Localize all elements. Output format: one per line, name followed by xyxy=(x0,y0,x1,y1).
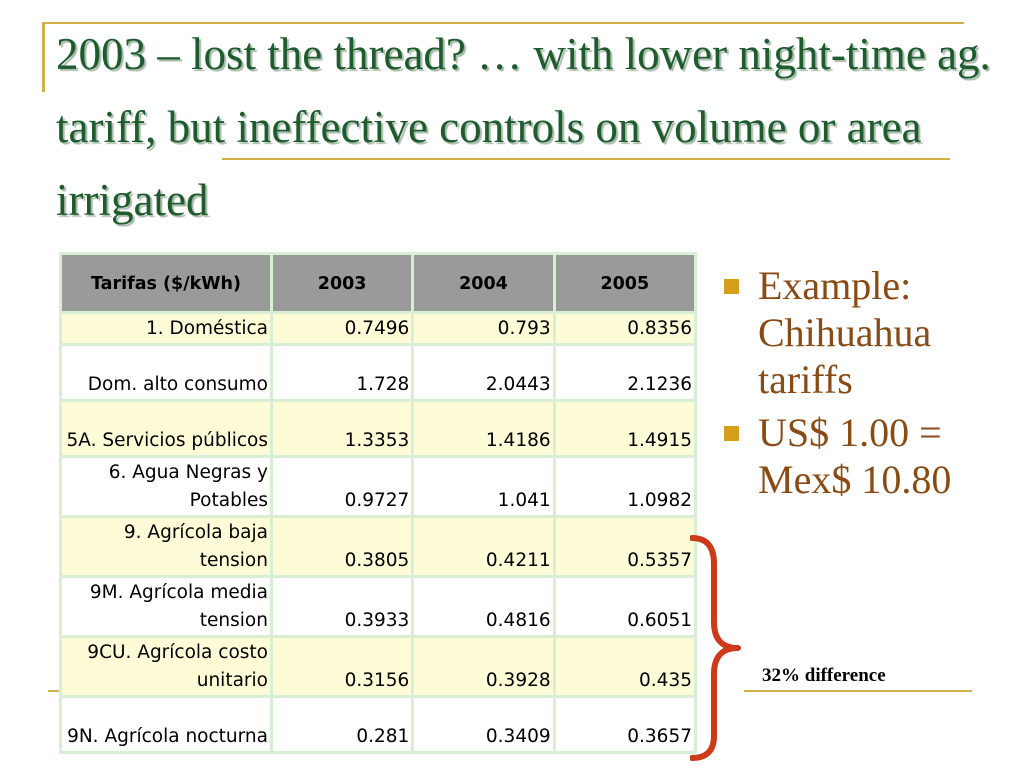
table-row: 9M. Agrícola media tension 0.3933 0.4816… xyxy=(59,575,698,638)
footer-rule-right xyxy=(744,690,972,692)
row-label: 5A. Servicios públicos xyxy=(59,399,273,458)
bullet-list: Example: Chihuahua tariffs US$ 1.00 = Me… xyxy=(722,262,1012,509)
slide-title: 2003 – lost the thread? … with lower nig… xyxy=(56,29,991,225)
value-2005: 0.5357 xyxy=(552,515,698,578)
value-2004: 0.4816 xyxy=(411,575,556,638)
value-2003: 0.3933 xyxy=(269,575,415,638)
value-2005: 0.8356 xyxy=(552,311,698,346)
header-2005: 2005 xyxy=(552,252,698,314)
difference-note: 32% difference xyxy=(762,665,886,686)
value-2005: 0.3657 xyxy=(552,695,698,754)
value-2004: 2.0443 xyxy=(411,343,556,402)
square-bullet-icon xyxy=(724,279,739,294)
row-label: 6. Agua Negras y Potables xyxy=(59,455,273,518)
row-label: 9CU. Agrícola costo unitario xyxy=(59,635,273,698)
value-2005: 1.4915 xyxy=(552,399,698,458)
value-2003: 0.3805 xyxy=(269,515,415,578)
value-2003: 0.7496 xyxy=(269,311,415,346)
table-header-row: Tarifas ($/kWh) 2003 2004 2005 xyxy=(59,252,698,314)
table-row: 9N. Agrícola nocturna 0.281 0.3409 0.365… xyxy=(59,695,698,754)
value-2005: 0.435 xyxy=(552,635,698,698)
row-label: Dom. alto consumo xyxy=(59,343,273,402)
header-2004: 2004 xyxy=(411,252,556,314)
header-tarifas: Tarifas ($/kWh) xyxy=(59,252,273,314)
title-top-rule xyxy=(42,22,964,24)
bullet-item: Example: Chihuahua tariffs xyxy=(722,262,1012,403)
square-bullet-icon xyxy=(724,426,739,441)
table-row: Dom. alto consumo 1.728 2.0443 2.1236 xyxy=(59,343,698,402)
value-2003: 0.281 xyxy=(269,695,415,754)
row-label: 9N. Agrícola nocturna xyxy=(59,695,273,754)
header-2003: 2003 xyxy=(269,252,415,314)
value-2003: 1.3353 xyxy=(269,399,415,458)
row-label: 9. Agrícola baja tension xyxy=(59,515,273,578)
curly-brace-icon xyxy=(690,535,741,761)
table-row: 5A. Servicios públicos 1.3353 1.4186 1.4… xyxy=(59,399,698,458)
table-row: 9. Agrícola baja tension 0.3805 0.4211 0… xyxy=(59,515,698,578)
title-left-rule xyxy=(42,22,45,92)
title-underline-rule xyxy=(222,158,950,160)
value-2004: 1.4186 xyxy=(411,399,556,458)
value-2005: 2.1236 xyxy=(552,343,698,402)
bullet-text: US$ 1.00 = Mex$ 10.80 xyxy=(758,410,952,502)
value-2004: 0.3409 xyxy=(411,695,556,754)
row-label: 9M. Agrícola media tension xyxy=(59,575,273,638)
tariff-table: Tarifas ($/kWh) 2003 2004 2005 1. Domést… xyxy=(59,252,698,754)
table-row: 6. Agua Negras y Potables 0.9727 1.041 1… xyxy=(59,455,698,518)
value-2004: 1.041 xyxy=(411,455,556,518)
value-2003: 0.3156 xyxy=(269,635,415,698)
value-2004: 0.4211 xyxy=(411,515,556,578)
bullet-text: Example: Chihuahua tariffs xyxy=(758,263,932,402)
table-row: 1. Doméstica 0.7496 0.793 0.8356 xyxy=(59,311,698,346)
row-label: 1. Doméstica xyxy=(59,311,273,346)
value-2004: 0.793 xyxy=(411,311,556,346)
value-2005: 0.6051 xyxy=(552,575,698,638)
value-2003: 0.9727 xyxy=(269,455,415,518)
value-2005: 1.0982 xyxy=(552,455,698,518)
footer-rule-left xyxy=(48,690,62,692)
table-row: 9CU. Agrícola costo unitario 0.3156 0.39… xyxy=(59,635,698,698)
value-2003: 1.728 xyxy=(269,343,415,402)
bullet-item: US$ 1.00 = Mex$ 10.80 xyxy=(722,409,1012,503)
value-2004: 0.3928 xyxy=(411,635,556,698)
